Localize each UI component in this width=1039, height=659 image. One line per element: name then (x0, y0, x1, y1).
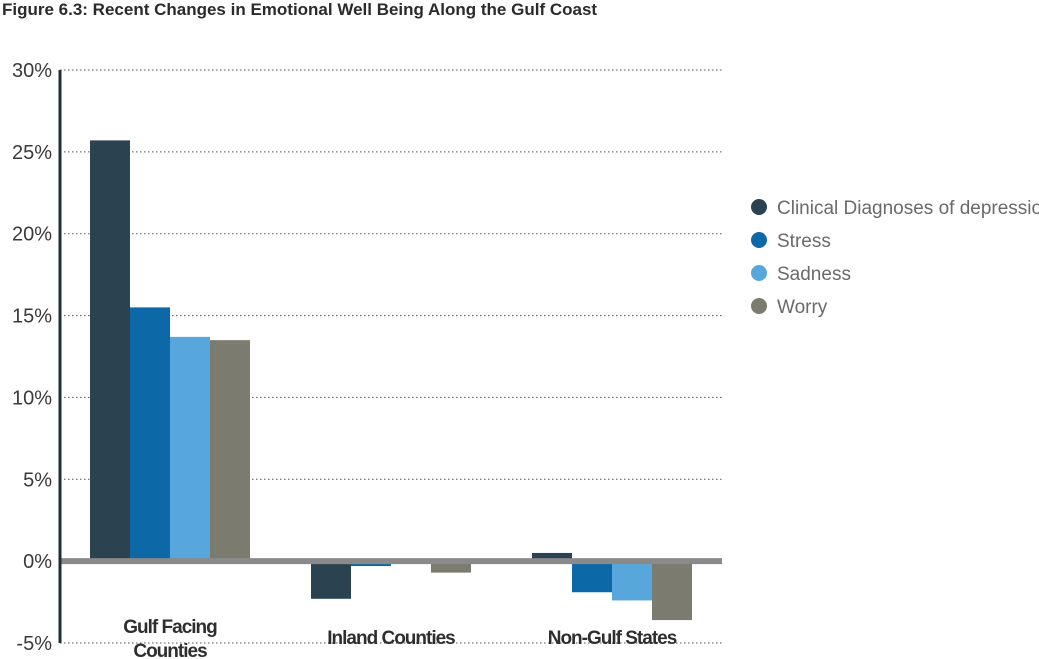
bar (572, 561, 612, 593)
legend-label: Clinical Diagnoses of depression (777, 198, 1039, 219)
category-label: Counties (133, 641, 207, 659)
bar (210, 340, 250, 562)
bar (170, 336, 210, 562)
legend-marker (751, 199, 767, 215)
chart-title: Figure 6.3: Recent Changes in Emotional … (2, 0, 598, 19)
category-label: Non-Gulf States (548, 628, 677, 649)
legend: Clinical Diagnoses of depression Stress Sa… (751, 198, 1039, 318)
zero-baseline (60, 558, 722, 565)
category-label: Gulf Facing (123, 617, 217, 638)
bar (612, 561, 652, 601)
y-tick-label: 15% (12, 306, 52, 328)
legend-label: Stress (777, 231, 831, 252)
legend-label: Worry (777, 297, 828, 318)
y-tick-label: 25% (12, 142, 52, 164)
category-label: Inland Counties (327, 628, 455, 649)
legend-marker (751, 298, 767, 314)
y-tick-label: -5% (16, 633, 52, 655)
legend-marker (751, 232, 767, 248)
bar (90, 140, 130, 562)
y-tick-label: 20% (12, 224, 52, 246)
bar (130, 307, 170, 562)
y-tick-label: 30% (12, 60, 52, 82)
bar (532, 552, 572, 562)
bars (90, 140, 692, 621)
y-tick-labels: -5% 0% 5% 10% 15% 20% 25% 30% (12, 60, 52, 655)
bar (311, 561, 351, 599)
legend-label: Sadness (777, 264, 851, 285)
y-tick-label: 10% (12, 387, 52, 409)
bar (431, 561, 471, 573)
axes (58, 70, 722, 643)
y-tick-label: 5% (23, 469, 52, 491)
bar (652, 561, 692, 621)
category-labels: Gulf Facing Counties Inland Counties Non-Gu… (123, 617, 677, 659)
y-tick-label: 0% (23, 551, 52, 573)
legend-marker (751, 265, 767, 281)
